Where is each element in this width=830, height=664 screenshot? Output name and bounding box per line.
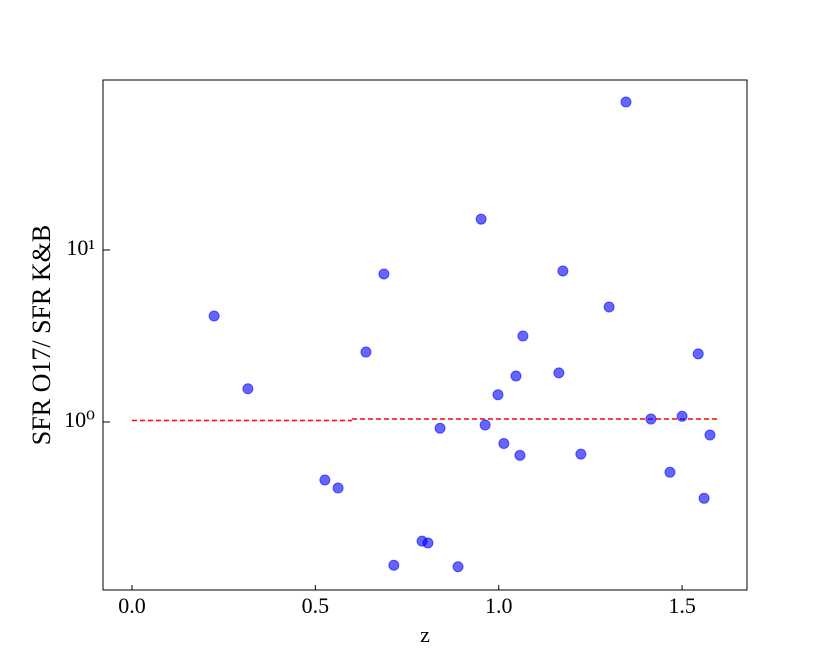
point	[692, 348, 704, 360]
point	[603, 301, 615, 313]
point	[479, 419, 491, 431]
x-tick-label: 0.5	[302, 593, 330, 618]
y-tick-label: 10⁰	[64, 407, 95, 432]
point	[620, 96, 632, 108]
y-axis-label: SFR O17/ SFR K&B	[27, 225, 56, 445]
point	[553, 367, 565, 379]
point	[319, 474, 331, 486]
point	[332, 482, 344, 494]
point	[208, 310, 220, 322]
point	[242, 383, 254, 395]
point	[452, 561, 464, 573]
point	[645, 413, 657, 425]
y-tick-label: 10¹	[66, 235, 95, 260]
point	[676, 410, 688, 422]
point	[698, 492, 710, 504]
plot-frame	[102, 79, 748, 591]
point	[492, 389, 504, 401]
x-tick-label: 1.0	[485, 593, 513, 618]
point	[510, 370, 522, 382]
point	[475, 213, 487, 225]
point	[514, 449, 526, 461]
point	[664, 466, 676, 478]
point	[434, 422, 446, 434]
point	[704, 429, 716, 441]
point	[378, 268, 390, 280]
x-tick-label: 1.5	[668, 593, 696, 618]
point	[557, 265, 569, 277]
x-axis-label: z	[420, 622, 430, 647]
point	[360, 346, 372, 358]
point	[575, 448, 587, 460]
point	[517, 330, 529, 342]
point	[498, 437, 510, 449]
point	[388, 559, 400, 571]
x-tick-label: 0.0	[118, 593, 146, 618]
point	[422, 537, 434, 549]
